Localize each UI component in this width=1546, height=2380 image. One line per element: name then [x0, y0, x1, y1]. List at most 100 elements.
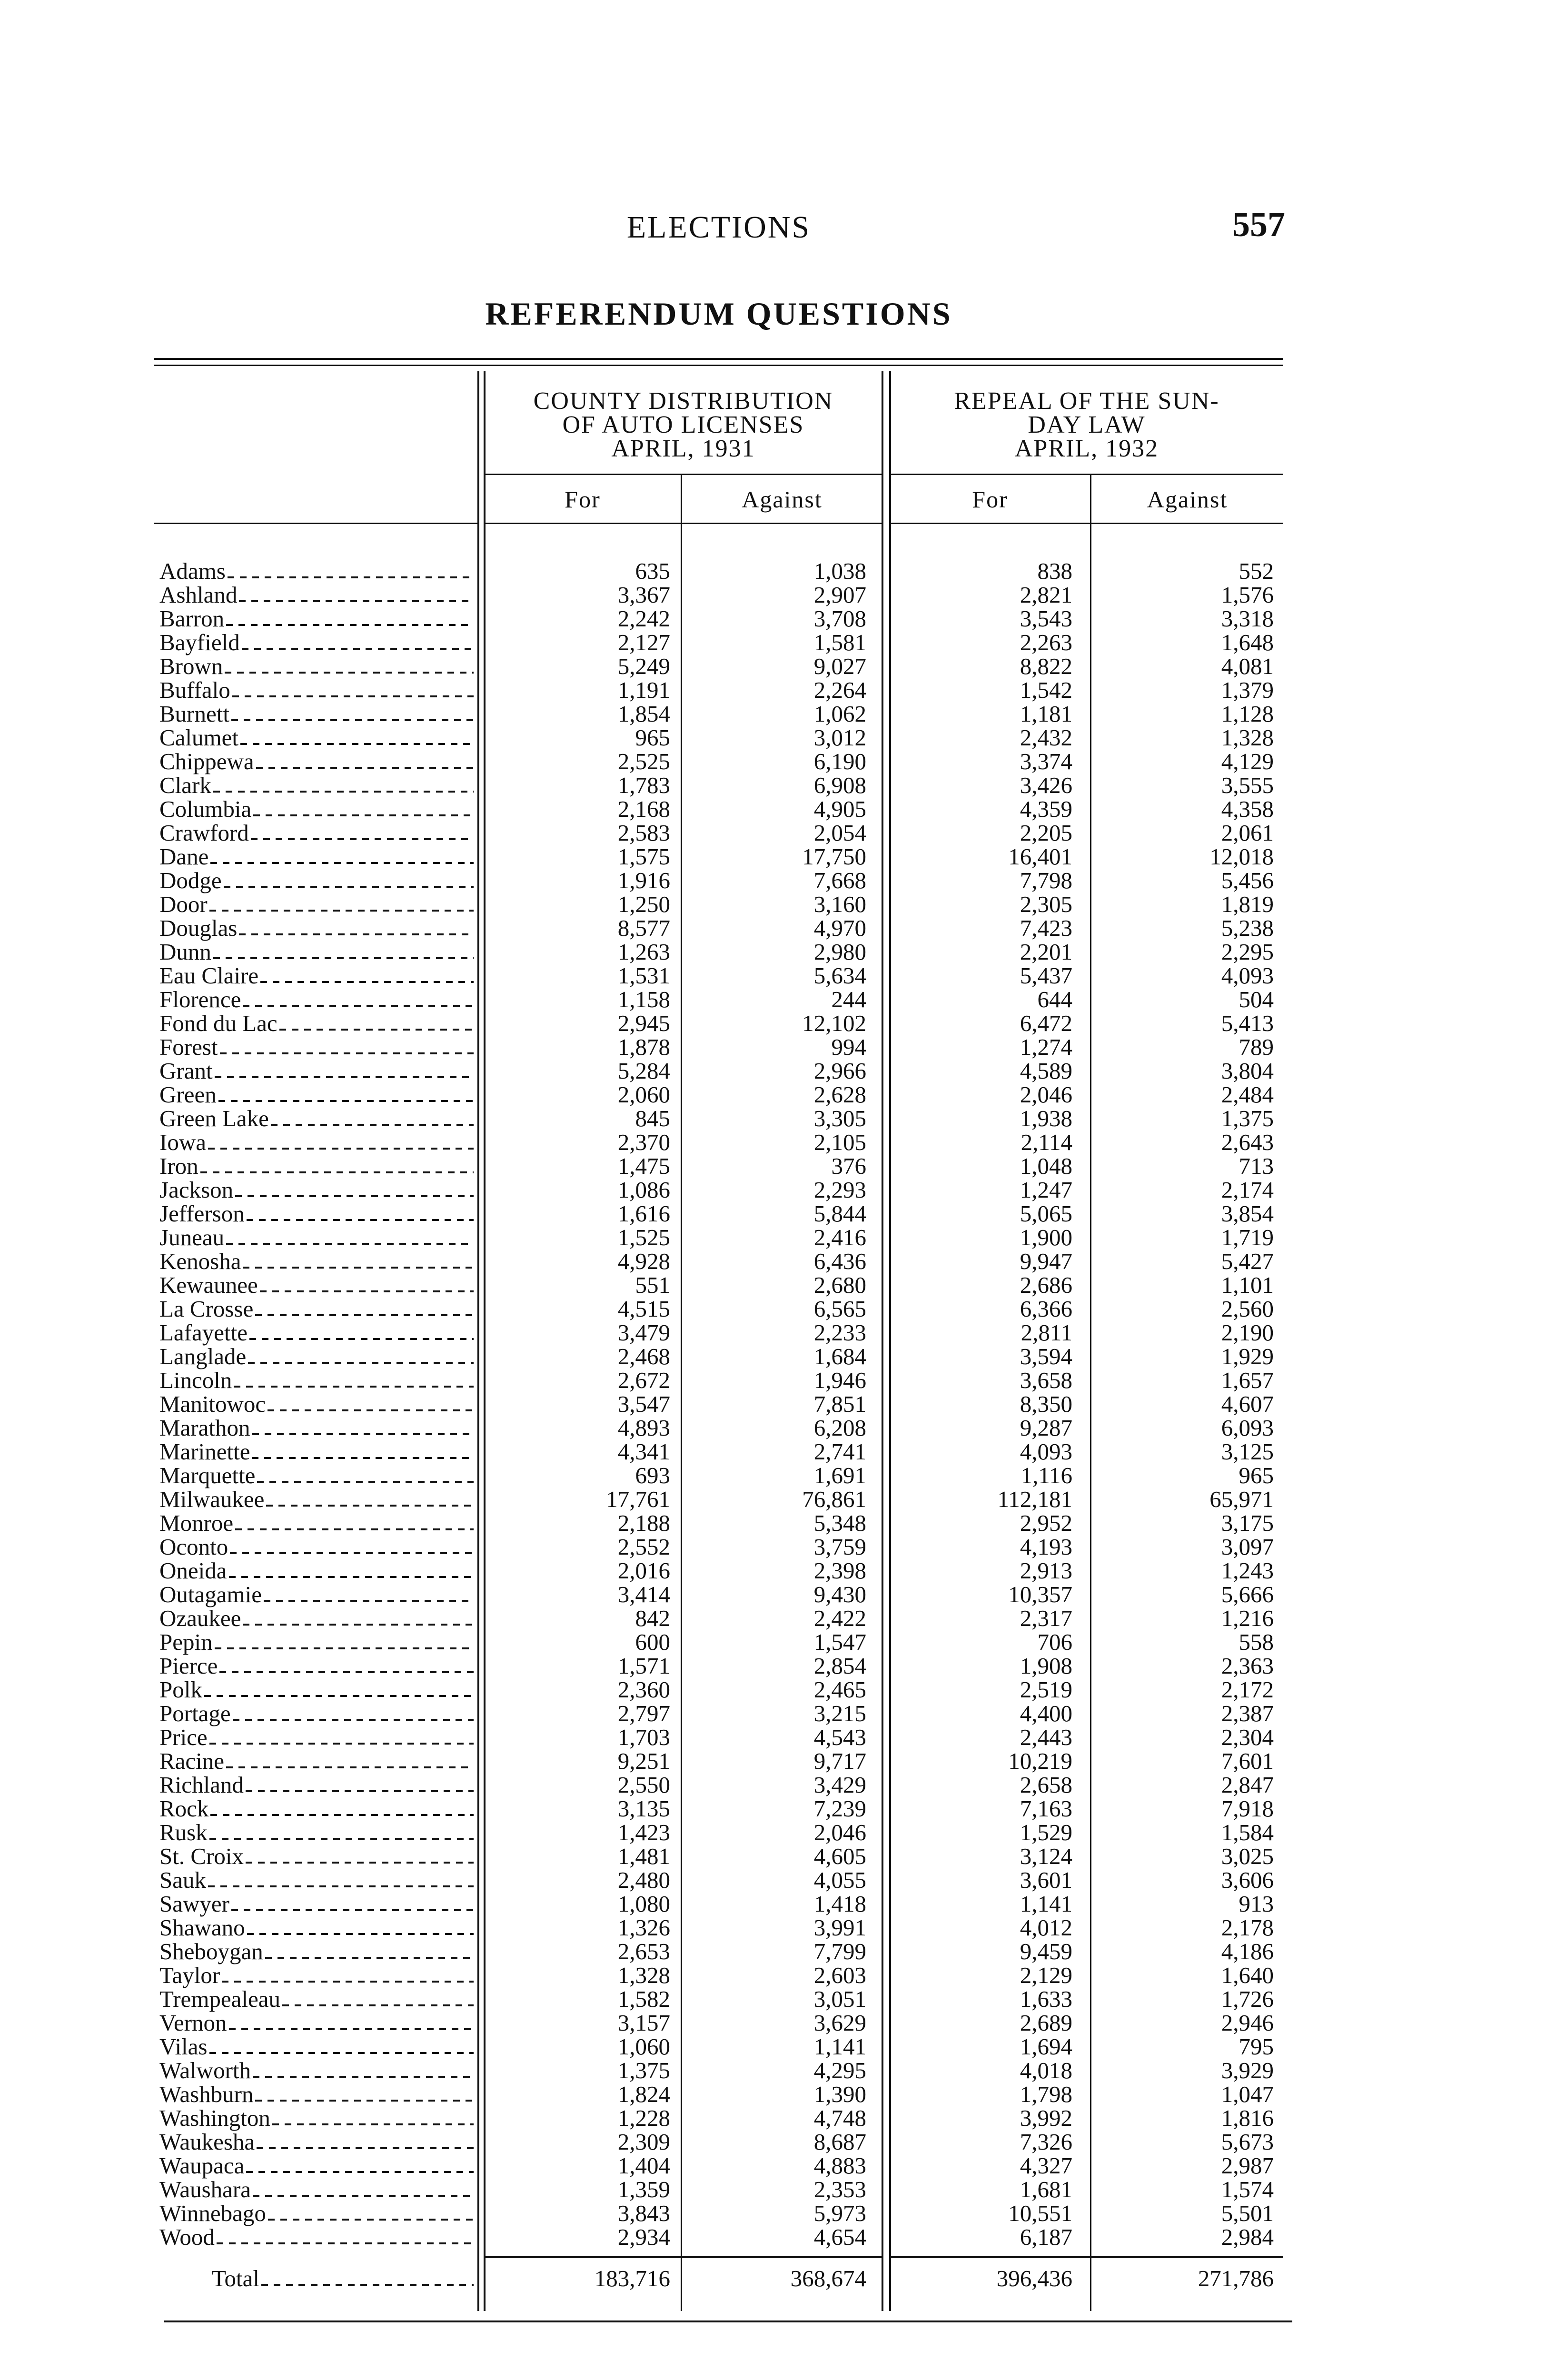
county-against-1932: 913 — [1239, 1891, 1274, 1917]
dot-leader — [240, 743, 474, 745]
county-name-cell: Walworth — [159, 2059, 474, 2082]
total-row: Total 183,716 368,674 396,436 271,786 — [0, 2267, 1546, 2291]
county-for-1932: 1,274 — [1020, 1034, 1072, 1060]
county-for-1931: 1,854 — [617, 701, 670, 727]
county-against-1931: 12,102 — [802, 1010, 866, 1036]
county-for-1931: 1,571 — [617, 1653, 670, 1679]
county-for-1932: 3,543 — [1020, 605, 1072, 632]
dot-leader — [226, 1766, 474, 1768]
county-for-1931: 3,367 — [617, 582, 670, 608]
county-for-1931: 2,168 — [617, 796, 670, 822]
table-row: Wood 2,934 4,654 6,187 2,984 — [0, 2225, 1546, 2249]
county-for-1931: 5,249 — [617, 653, 670, 679]
county-for-1932: 644 — [1037, 986, 1073, 1012]
county-name: Bayfield — [159, 629, 240, 655]
table-row: Sheboygan 2,653 7,799 9,459 4,186 — [0, 1940, 1546, 1964]
county-name: La Crosse — [159, 1296, 254, 1322]
county-for-1932: 4,018 — [1020, 2057, 1072, 2083]
table-row: Winnebago 3,843 5,973 10,551 5,501 — [0, 2202, 1546, 2225]
county-against-1932: 3,555 — [1221, 772, 1274, 798]
county-name-cell: Sawyer — [159, 1892, 474, 1916]
county-name: Forest — [159, 1034, 218, 1060]
dot-leader — [216, 2242, 474, 2244]
county-for-1932: 7,326 — [1020, 2129, 1072, 2155]
dot-leader — [226, 1243, 474, 1245]
county-name: St. Croix — [159, 1843, 244, 1869]
stub-divider-b — [484, 371, 486, 2311]
county-for-1932: 2,432 — [1020, 724, 1072, 751]
county-against-1932: 3,854 — [1221, 1200, 1274, 1227]
county-name: Portage — [159, 1700, 231, 1726]
dot-leader — [219, 1671, 474, 1673]
county-against-1931: 6,565 — [813, 1296, 866, 1322]
county-against-1931: 7,668 — [813, 867, 866, 893]
county-against-1931: 7,239 — [813, 1795, 866, 1822]
county-against-1931: 5,634 — [813, 962, 866, 989]
county-for-1931: 3,843 — [617, 2200, 670, 2226]
county-against-1931: 3,305 — [813, 1105, 866, 1131]
county-against-1932: 1,929 — [1221, 1343, 1274, 1369]
county-name-cell: Barron — [159, 607, 474, 631]
column-header-against-1932: Against — [1147, 486, 1228, 513]
county-against-1931: 4,970 — [813, 915, 866, 941]
county-against-1932: 2,363 — [1221, 1653, 1274, 1679]
table-row: Bayfield 2,127 1,581 2,263 1,648 — [0, 631, 1546, 654]
dot-leader — [200, 1171, 474, 1173]
table-row: Jefferson 1,616 5,844 5,065 3,854 — [0, 1202, 1546, 1226]
county-name: Burnett — [159, 701, 229, 727]
county-name: Buffalo — [159, 677, 230, 703]
county-name-cell: Brown — [159, 654, 474, 678]
table-row: Portage 2,797 3,215 4,400 2,387 — [0, 1702, 1546, 1726]
dot-leader — [248, 1362, 474, 1364]
county-name-cell: Waupaca — [159, 2154, 474, 2178]
county-for-1931: 2,550 — [617, 1772, 670, 1798]
county-for-1931: 1,359 — [617, 2176, 670, 2202]
county-against-1931: 2,603 — [813, 1962, 866, 1988]
total-against-1932: 271,786 — [1198, 2265, 1274, 2291]
dot-leader — [213, 957, 474, 959]
county-name: Juneau — [159, 1224, 225, 1250]
county-name-cell: Waukesha — [159, 2130, 474, 2154]
dot-leader — [255, 1314, 474, 1316]
dot-leader — [231, 719, 474, 721]
table-row: Marinette 4,341 2,741 4,093 3,125 — [0, 1440, 1546, 1464]
county-for-1932: 2,201 — [1020, 939, 1072, 965]
county-against-1932: 504 — [1239, 986, 1274, 1012]
county-name: Florence — [159, 986, 241, 1012]
table-row: Ashland 3,367 2,907 2,821 1,576 — [0, 583, 1546, 607]
dot-leader — [209, 1838, 474, 1840]
table-row: Washington 1,228 4,748 3,992 1,816 — [0, 2106, 1546, 2130]
county-name: Dunn — [159, 939, 211, 965]
table-row: Brown 5,249 9,027 8,822 4,081 — [0, 654, 1546, 678]
county-against-1932: 1,719 — [1221, 1224, 1274, 1250]
county-for-1932: 6,366 — [1020, 1296, 1072, 1322]
county-against-1932: 3,025 — [1221, 1843, 1274, 1869]
county-name: Winnebago — [159, 2200, 266, 2226]
county-name: Jackson — [159, 1177, 234, 1203]
county-for-1931: 2,188 — [617, 1510, 670, 1536]
county-name-cell: Trempealeau — [159, 1987, 474, 2011]
dot-leader — [230, 1552, 474, 1554]
county-against-1932: 1,657 — [1221, 1367, 1274, 1393]
dot-leader — [257, 2147, 474, 2149]
county-against-1932: 7,918 — [1221, 1795, 1274, 1822]
dot-leader — [256, 767, 474, 769]
county-name-cell: Kewaunee — [159, 1273, 474, 1297]
county-for-1931: 17,761 — [606, 1486, 670, 1512]
county-against-1931: 2,980 — [813, 939, 866, 965]
dot-leader — [272, 2123, 474, 2125]
county-name-cell: Burnett — [159, 702, 474, 726]
county-against-1932: 2,295 — [1221, 939, 1274, 965]
county-against-1931: 5,348 — [813, 1510, 866, 1536]
county-for-1932: 5,437 — [1020, 962, 1072, 989]
county-name: Oconto — [159, 1534, 228, 1560]
county-for-1931: 2,934 — [617, 2224, 670, 2250]
table-row: Taylor 1,328 2,603 2,129 1,640 — [0, 1964, 1546, 1987]
county-for-1931: 600 — [635, 1629, 671, 1655]
county-against-1932: 5,238 — [1221, 915, 1274, 941]
county-for-1931: 2,360 — [617, 1676, 670, 1703]
table-row: Calumet 965 3,012 2,432 1,328 — [0, 726, 1546, 750]
county-name: Calumet — [159, 724, 239, 751]
county-name-cell: Washburn — [159, 2082, 474, 2106]
county-for-1931: 1,582 — [617, 1986, 670, 2012]
